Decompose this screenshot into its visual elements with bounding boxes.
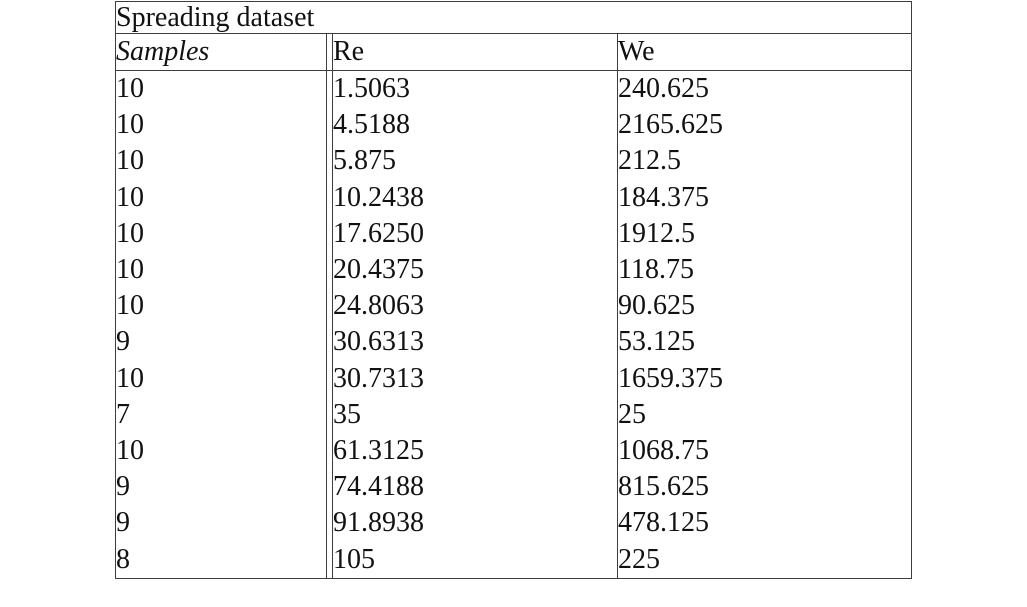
column-header-re: Re	[332, 33, 618, 71]
table-row: 10 17.6250 1912.5	[116, 215, 912, 252]
cell-we: 184.375	[616, 179, 912, 216]
cell-we: 118.75	[616, 251, 912, 289]
double-rule-gap	[326, 360, 333, 397]
cell-re: 10.2438	[333, 181, 424, 213]
cell-we: 1068.75	[616, 432, 912, 470]
cell-we: 1659.375	[616, 360, 912, 397]
cell-samples: 9	[116, 507, 130, 539]
cell-re: 74.4188	[333, 471, 424, 503]
cell-re: 30.7313	[333, 362, 424, 394]
cell-re: 105	[333, 543, 375, 575]
cell-samples: 10	[116, 181, 144, 213]
cell-samples: 10	[116, 217, 144, 249]
double-rule-gap	[326, 107, 333, 144]
cell-we: 25	[616, 396, 912, 433]
column-header-we: We	[616, 33, 912, 71]
title-row: Spreading dataset	[115, 1, 912, 34]
double-rule-gap	[326, 541, 333, 579]
double-rule-gap	[326, 251, 333, 289]
cell-re: 20.4375	[333, 254, 424, 286]
header-row: Samples Re We	[115, 33, 912, 71]
cell-we: 212.5	[616, 143, 912, 180]
cell-we: 240.625	[616, 70, 912, 108]
spreading-dataset-table: Spreading dataset Samples Re We 10 1.506…	[115, 1, 913, 579]
cell-we: 2165.625	[616, 107, 912, 144]
cell-samples: 10	[116, 73, 144, 105]
cell-we: 90.625	[616, 288, 912, 325]
cell-we: 225	[616, 541, 912, 579]
cell-we: 53.125	[616, 324, 912, 361]
cell-re: 35	[333, 398, 361, 430]
double-rule-gap	[326, 288, 333, 325]
cell-we: 478.125	[616, 505, 912, 542]
cell-re: 5.875	[333, 145, 396, 177]
table-row: 10 1.5063 240.625	[116, 70, 912, 108]
cell-re: 24.8063	[333, 290, 424, 322]
cell-samples: 10	[116, 254, 144, 286]
cell-re: 61.3125	[333, 434, 424, 466]
table-row: 10 10.2438 184.375	[116, 179, 912, 216]
cell-re: 1.5063	[333, 73, 410, 105]
table-row: 10 24.8063 90.625	[116, 288, 912, 325]
double-rule-gap	[326, 70, 333, 108]
table-row: 10 30.7313 1659.375	[116, 360, 912, 397]
table-title: Spreading dataset	[115, 1, 912, 34]
double-rule-gap	[326, 179, 333, 216]
table-row: 10 4.5188 2165.625	[116, 107, 912, 144]
table-body: 10 1.5063 240.625 10 4.5188 2165.625 10 …	[116, 70, 912, 579]
column-header-samples: Samples	[115, 33, 327, 71]
cell-samples: 10	[116, 145, 144, 177]
cell-re: 30.6313	[333, 326, 424, 358]
cell-re: 91.8938	[333, 507, 424, 539]
cell-samples: 10	[116, 290, 144, 322]
table-row: 10 20.4375 118.75	[116, 251, 912, 289]
cell-samples: 8	[116, 543, 130, 575]
table-row: 10 61.3125 1068.75	[116, 432, 912, 470]
cell-samples: 9	[116, 326, 130, 358]
cell-samples: 7	[116, 398, 130, 430]
cell-samples: 10	[116, 434, 144, 466]
cell-re: 17.6250	[333, 217, 424, 249]
table-row: 9 91.8938 478.125	[116, 505, 912, 542]
double-rule-gap	[326, 469, 333, 506]
table-row: 9 74.4188 815.625	[116, 469, 912, 506]
cell-samples: 9	[116, 471, 130, 503]
double-rule-gap	[326, 324, 333, 361]
double-rule-gap	[326, 396, 333, 433]
table-row: 7 35 25	[116, 396, 912, 433]
double-rule-gap	[326, 505, 333, 542]
cell-samples: 10	[116, 362, 144, 394]
double-rule-gap	[326, 33, 333, 71]
cell-we: 815.625	[616, 469, 912, 506]
table-row: 10 5.875 212.5	[116, 143, 912, 180]
cell-samples: 10	[116, 109, 144, 141]
cell-we: 1912.5	[616, 215, 912, 252]
double-rule-gap	[326, 432, 333, 470]
table-row: 8 105 225	[116, 541, 912, 579]
cell-re: 4.5188	[333, 109, 410, 141]
double-rule-gap	[326, 215, 333, 252]
double-rule-gap	[326, 143, 333, 180]
table-row: 9 30.6313 53.125	[116, 324, 912, 361]
